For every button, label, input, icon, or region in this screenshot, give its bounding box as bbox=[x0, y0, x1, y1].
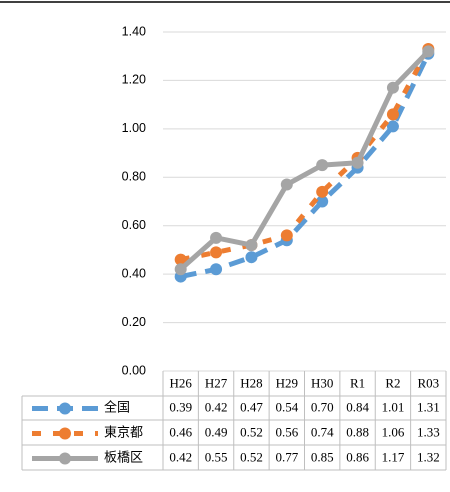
point-marker bbox=[174, 253, 187, 266]
legend-marker bbox=[59, 452, 71, 465]
x-tick-label: H26 bbox=[169, 375, 192, 390]
table-value: 0.39 bbox=[169, 399, 192, 414]
y-tick-label: 0.00 bbox=[122, 363, 146, 377]
point-marker bbox=[280, 178, 293, 191]
y-tick-label: 1.40 bbox=[122, 24, 146, 38]
table-value: 0.70 bbox=[311, 399, 334, 414]
y-tick-label: 1.20 bbox=[122, 73, 146, 87]
x-tick-label: H29 bbox=[276, 375, 298, 390]
table-value: 1.17 bbox=[382, 449, 405, 464]
point-marker bbox=[245, 251, 258, 264]
y-tick-label: 0.80 bbox=[122, 170, 146, 184]
x-tick-label: R2 bbox=[385, 375, 400, 390]
point-marker bbox=[351, 156, 364, 169]
table-value: 0.55 bbox=[205, 449, 228, 464]
table-value: 0.88 bbox=[346, 424, 369, 439]
point-marker bbox=[210, 263, 223, 276]
y-tick-label: 1.00 bbox=[122, 121, 146, 135]
point-marker bbox=[422, 45, 435, 58]
table-value: 0.77 bbox=[275, 449, 298, 464]
legend-label: 全国 bbox=[104, 399, 130, 414]
table-value: 0.56 bbox=[275, 424, 298, 439]
table-value: 0.54 bbox=[275, 399, 298, 414]
table-value: 1.33 bbox=[417, 424, 440, 439]
table-value: 1.06 bbox=[382, 424, 405, 439]
series-line bbox=[180, 52, 431, 280]
point-marker bbox=[174, 263, 187, 276]
y-tick-label: 0.60 bbox=[122, 218, 146, 232]
table-value: 0.52 bbox=[240, 424, 263, 439]
series-line bbox=[180, 47, 431, 263]
table-value: 1.31 bbox=[417, 399, 440, 414]
point-marker bbox=[316, 195, 329, 208]
x-tick-label: H30 bbox=[311, 375, 333, 390]
table-value: 0.85 bbox=[311, 449, 334, 464]
point-marker bbox=[316, 159, 329, 172]
point-marker bbox=[245, 239, 258, 252]
table-value: 0.86 bbox=[346, 449, 369, 464]
table-value: 0.47 bbox=[240, 399, 263, 414]
point-marker bbox=[386, 120, 399, 133]
legend-label: 板橋区 bbox=[104, 449, 143, 464]
point-marker bbox=[210, 231, 223, 244]
table-value: 1.32 bbox=[417, 449, 440, 464]
legend-marker bbox=[59, 427, 71, 440]
table-value: 0.42 bbox=[205, 399, 228, 414]
x-tick-label: R1 bbox=[350, 375, 365, 390]
series-line bbox=[178, 48, 431, 272]
x-tick-label: R03 bbox=[417, 375, 439, 390]
table-value: 0.74 bbox=[311, 424, 334, 439]
table-value: 0.46 bbox=[169, 424, 192, 439]
x-tick-label: H27 bbox=[205, 375, 228, 390]
table-value: 0.49 bbox=[205, 424, 228, 439]
x-tick-label: H28 bbox=[240, 375, 262, 390]
point-marker bbox=[386, 108, 399, 121]
point-marker bbox=[280, 229, 293, 242]
legend-marker bbox=[59, 402, 71, 415]
point-marker bbox=[210, 246, 223, 259]
legend-label: 東京都 bbox=[104, 424, 143, 439]
y-tick-label: 0.20 bbox=[122, 315, 146, 329]
table-value: 1.01 bbox=[382, 399, 405, 414]
y-tick-label: 0.40 bbox=[122, 266, 146, 280]
table-value: 0.84 bbox=[346, 399, 369, 414]
point-marker bbox=[386, 81, 399, 94]
point-marker bbox=[316, 185, 329, 198]
table-value: 0.52 bbox=[240, 449, 263, 464]
table-value: 0.42 bbox=[169, 449, 192, 464]
